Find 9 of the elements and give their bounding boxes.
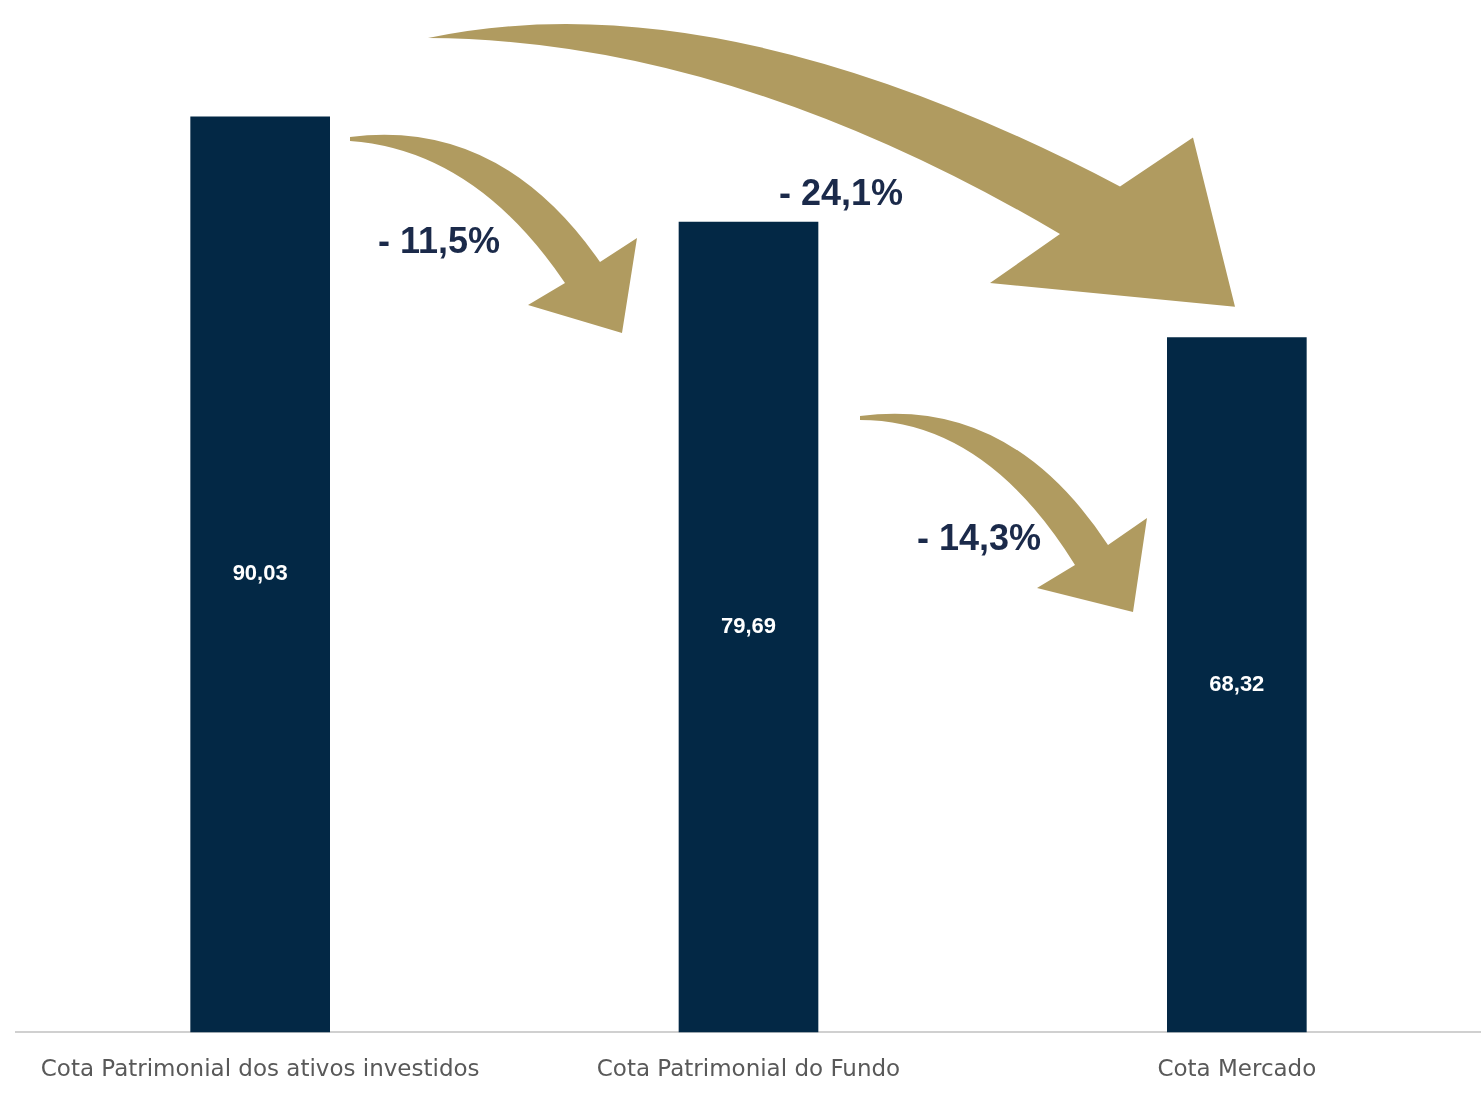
annotation: - 11,5%: [377, 220, 501, 262]
data-label: 68,32: [1209, 670, 1265, 696]
x-tick-label: Cota Patrimonial dos ativos investidos: [40, 1055, 480, 1082]
annotation: - 24,1%: [778, 172, 904, 214]
data-label: 79,69: [720, 613, 777, 639]
x-tick-label: Cota Patrimonial do Fundo: [596, 1055, 901, 1082]
annotation: - 14,3%: [916, 517, 1042, 559]
x-tick-label: Cota Mercado: [1157, 1055, 1317, 1082]
data-label: 90,03: [232, 560, 288, 586]
